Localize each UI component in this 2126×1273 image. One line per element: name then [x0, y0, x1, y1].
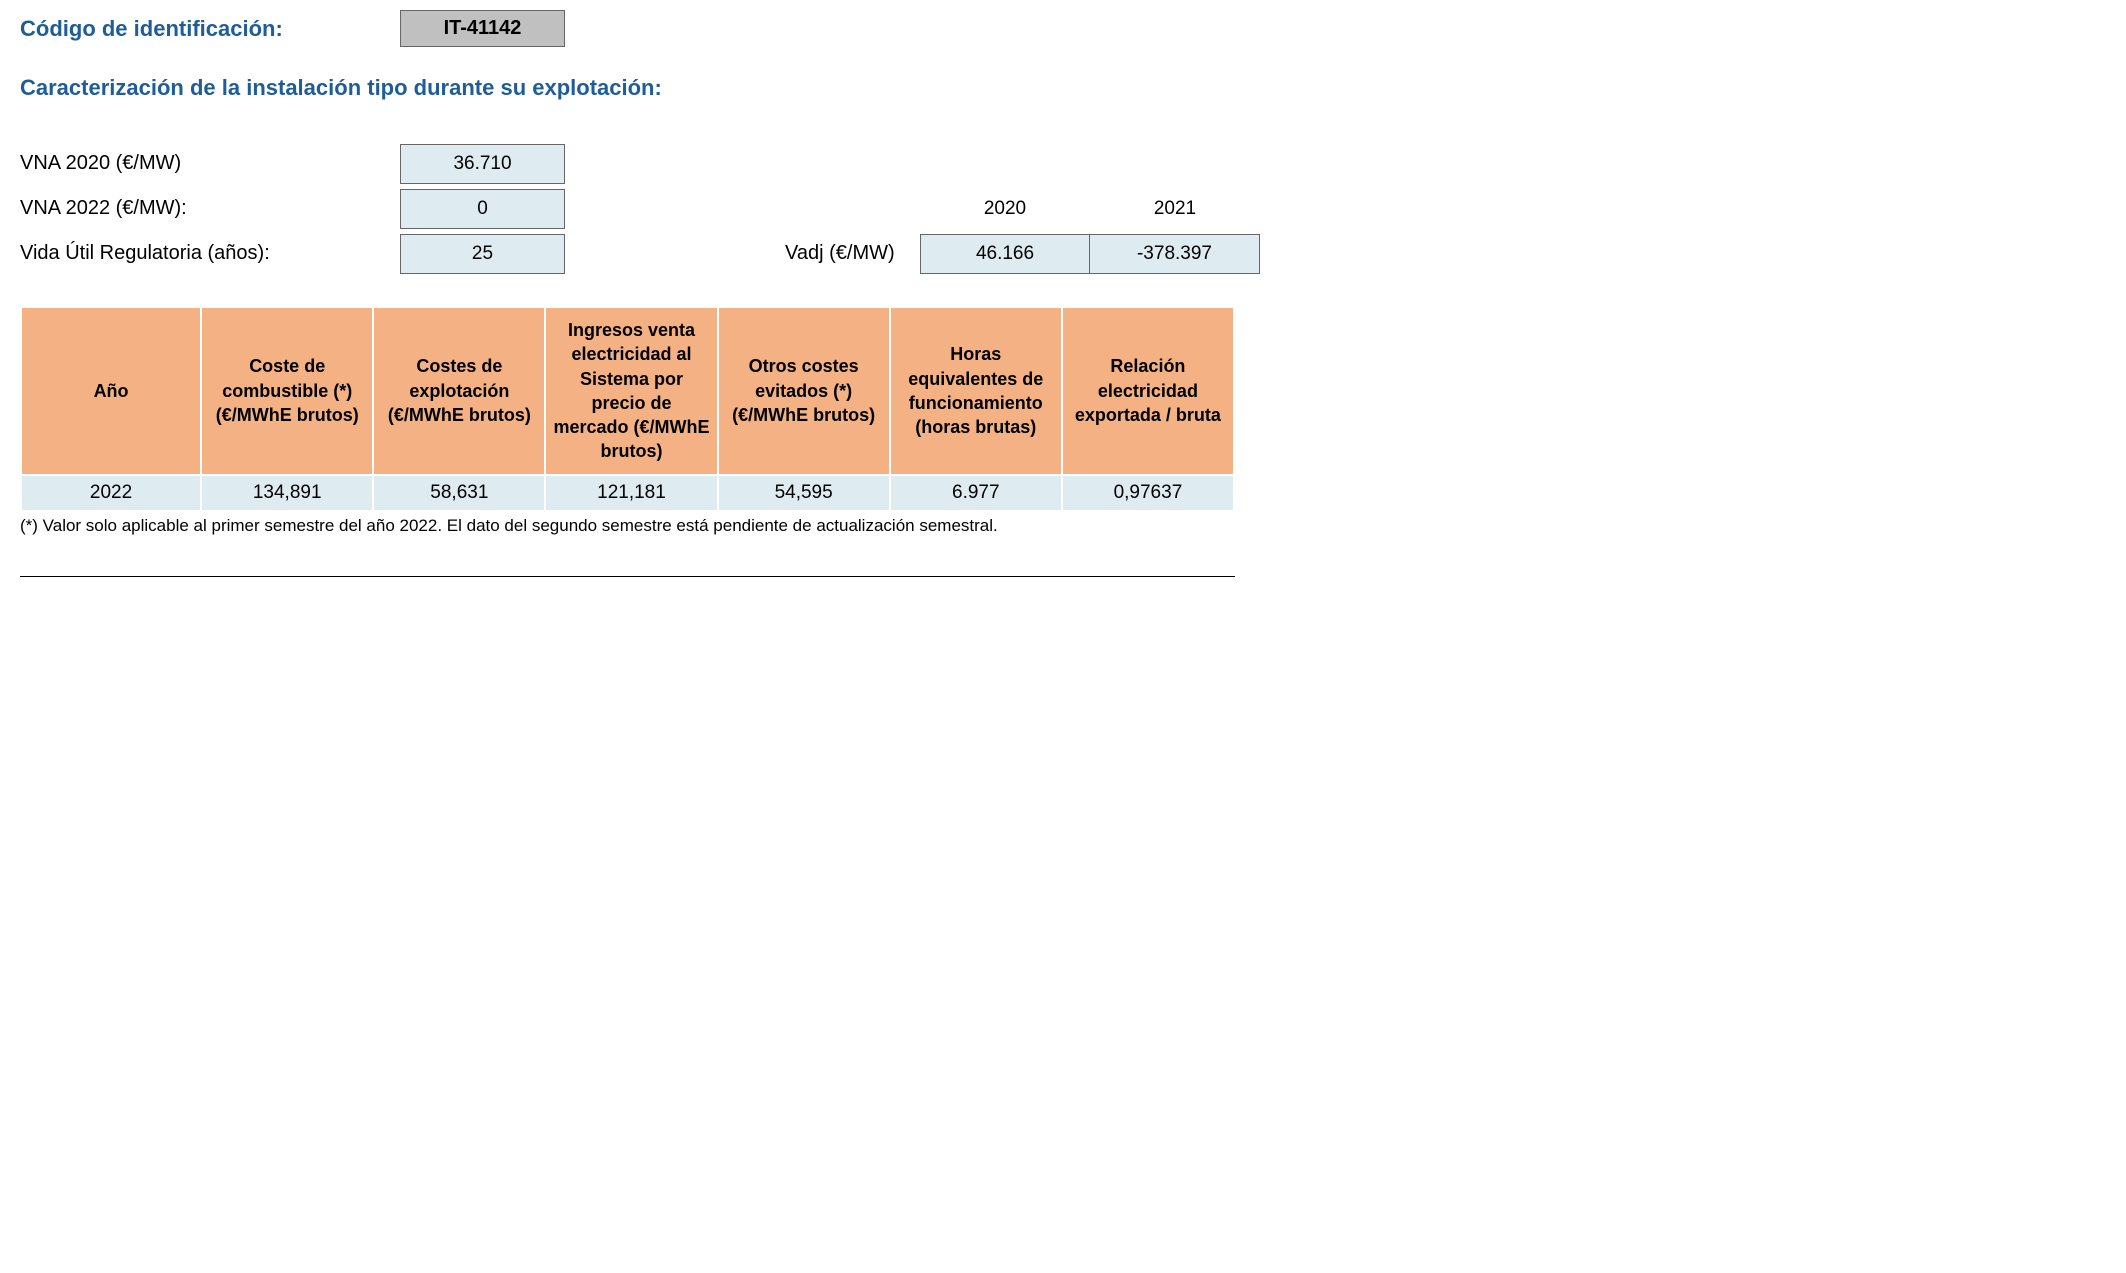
section-title: Caracterización de la instalación tipo d…: [20, 75, 2106, 101]
data-table: Año Coste de combustible (*) (€/MWhE bru…: [20, 306, 1235, 512]
vadj-label: Vadj (€/MW): [785, 242, 920, 265]
vida-label: Vida Útil Regulatoria (años):: [20, 242, 400, 265]
vadj-value-2: -378.397: [1090, 234, 1260, 274]
th-ratio: Relación electricidad exportada / bruta: [1062, 307, 1234, 475]
vna2022-label: VNA 2022 (€/MW):: [20, 197, 400, 220]
id-label: Código de identificación:: [20, 16, 400, 42]
td-year: 2022: [21, 475, 201, 511]
th-avoided: Otros costes evitados (*) (€/MWhE brutos…: [718, 307, 890, 475]
footnote: (*) Valor solo aplicable al primer semes…: [20, 516, 2106, 536]
th-exploit: Costes de explotación (€/MWhE brutos): [373, 307, 545, 475]
td-hours: 6.977: [890, 475, 1062, 511]
id-value-box: IT-41142: [400, 10, 565, 47]
identification-header: Código de identificación: IT-41142: [20, 10, 2106, 47]
parameters-block: VNA 2020 (€/MW) 36.710 VNA 2022 (€/MW): …: [20, 141, 2106, 276]
td-fuel: 134,891: [201, 475, 373, 511]
vna2020-label: VNA 2020 (€/MW): [20, 152, 400, 175]
table-header-row: Año Coste de combustible (*) (€/MWhE bru…: [21, 307, 1234, 475]
divider-line: [20, 576, 1235, 577]
vadj-value-1: 46.166: [920, 234, 1090, 274]
td-ratio: 0,97637: [1062, 475, 1234, 511]
td-income: 121,181: [545, 475, 717, 511]
vna2020-value: 36.710: [400, 144, 565, 184]
td-avoided: 54,595: [718, 475, 890, 511]
th-fuel: Coste de combustible (*) (€/MWhE brutos): [201, 307, 373, 475]
th-income: Ingresos venta electricidad al Sistema p…: [545, 307, 717, 475]
vna2022-value: 0: [400, 189, 565, 229]
th-year: Año: [21, 307, 201, 475]
vadj-year-1: 2020: [920, 198, 1090, 220]
td-exploit: 58,631: [373, 475, 545, 511]
th-hours: Horas equivalentes de funcionamiento (ho…: [890, 307, 1062, 475]
vida-value: 25: [400, 234, 565, 274]
vadj-year-2: 2021: [1090, 198, 1260, 220]
table-row: 2022 134,891 58,631 121,181 54,595 6.977…: [21, 475, 1234, 511]
